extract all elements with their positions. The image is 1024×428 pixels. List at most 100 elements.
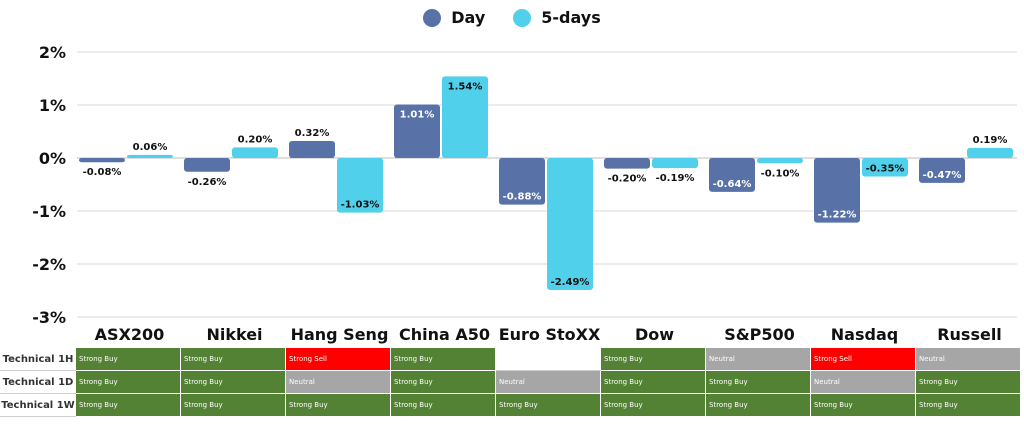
legend-swatch-5days <box>513 8 532 27</box>
technical-signal-cell: Strong Buy <box>390 393 496 417</box>
y-tick-label: 1% <box>39 96 66 115</box>
bar-day <box>184 158 230 172</box>
technical-signal-cell: Strong Buy <box>75 393 181 417</box>
data-label-bg <box>399 107 435 121</box>
chart-legend: Day 5-days <box>0 8 1024 27</box>
bar-5days <box>757 158 803 164</box>
category-label: Euro StoXX <box>499 325 601 344</box>
technical-signal-cell: Neutral <box>810 370 916 394</box>
technical-row-label: Technical 1D <box>0 370 76 394</box>
technical-signal-cell <box>495 347 601 371</box>
bar-day <box>289 141 335 158</box>
data-label-bg <box>920 167 964 181</box>
data-label: -1.03% <box>341 200 380 211</box>
legend-swatch-day <box>423 8 442 27</box>
bar-5days <box>442 76 488 158</box>
technical-signal-cell: Strong Buy <box>705 393 811 417</box>
data-label-bg <box>863 161 907 175</box>
technical-signal-cell: Strong Buy <box>495 393 601 417</box>
data-label-bg <box>185 174 229 188</box>
technical-signal-cell: Strong Sell <box>810 347 916 371</box>
data-label: -0.19% <box>656 173 695 184</box>
bar-5days <box>127 154 173 158</box>
y-tick-label: -1% <box>32 202 66 221</box>
technical-signal-cell: Strong Buy <box>75 370 181 394</box>
legend-label-day: Day <box>451 8 486 27</box>
technical-signal-cell: Neutral <box>915 347 1021 371</box>
category-label: Dow <box>635 325 674 344</box>
technical-signal-cell: Strong Buy <box>705 370 811 394</box>
bar-day <box>814 158 860 223</box>
data-label: 0.19% <box>973 135 1008 146</box>
technical-signal-cell: Neutral <box>495 370 601 394</box>
data-label-bg <box>548 274 592 288</box>
data-label: 1.54% <box>448 81 483 92</box>
y-tick-label: 2% <box>39 43 66 62</box>
data-label: 0.06% <box>133 142 168 153</box>
technical-row-label: Technical 1W <box>0 393 76 417</box>
category-label: ASX200 <box>95 325 165 344</box>
bar-5days <box>547 158 593 290</box>
technical-signal-cell: Strong Buy <box>285 393 391 417</box>
data-label-bg <box>710 176 754 190</box>
technical-signal-cell: Strong Buy <box>600 347 706 371</box>
technical-signal-cell: Strong Buy <box>810 393 916 417</box>
data-label: 0.20% <box>238 134 273 145</box>
data-label-bg <box>132 139 168 153</box>
bar-day <box>79 158 125 163</box>
data-label: 1.01% <box>400 109 435 120</box>
data-label: -0.20% <box>608 174 647 185</box>
data-label: -0.10% <box>761 168 800 179</box>
y-tick-label: -3% <box>32 308 66 327</box>
technical-signal-cell: Strong Buy <box>390 347 496 371</box>
data-label-bg <box>80 165 124 179</box>
technical-signal-cell: Strong Buy <box>180 393 286 417</box>
data-label: -1.22% <box>818 210 857 221</box>
data-label: -0.64% <box>713 179 752 190</box>
bar-5days <box>967 147 1013 158</box>
data-label-bg <box>815 207 859 221</box>
y-tick-label: -2% <box>32 255 66 274</box>
technical-signal-cell: Strong Buy <box>390 370 496 394</box>
data-label-bg <box>294 126 330 140</box>
data-label: -0.08% <box>83 167 122 178</box>
index-bar-chart: 2% 1% 0% -1% -2% -3% -0.08% 0.06% ASX200 -0.26% 0.… <box>32 43 1017 344</box>
data-label: -0.26% <box>188 177 227 188</box>
technical-signals-table: Technical 1H Strong Buy Strong Buy Strong S… <box>0 347 1021 417</box>
technical-row: Technical 1D Strong Buy Strong Buy Neutral S… <box>0 370 1021 394</box>
category-label: Hang Seng <box>291 325 389 344</box>
data-label: -0.47% <box>923 170 962 181</box>
data-label: -0.88% <box>503 192 542 203</box>
technical-row: Technical 1W Strong Buy Strong Buy Strong B… <box>0 393 1021 417</box>
data-label: -2.49% <box>551 277 590 288</box>
data-label-bg <box>972 132 1008 146</box>
category-label: Nasdaq <box>831 325 898 344</box>
bar-5days <box>232 147 278 158</box>
bar-day <box>604 158 650 169</box>
technical-signal-cell: Neutral <box>285 370 391 394</box>
category-label: Nikkei <box>206 325 262 344</box>
data-label-bg <box>447 79 483 93</box>
technical-row-label: Technical 1H <box>0 347 76 371</box>
category-label: Russell <box>937 325 1002 344</box>
technical-signal-cell: Strong Buy <box>600 370 706 394</box>
technical-signal-cell: Strong Sell <box>285 347 391 371</box>
data-label-bg <box>653 171 697 185</box>
technical-row: Technical 1H Strong Buy Strong Buy Strong S… <box>0 347 1021 371</box>
data-label-bg <box>605 171 649 185</box>
data-label: -0.35% <box>866 164 905 175</box>
technical-signal-cell: Strong Buy <box>915 370 1021 394</box>
technical-signal-cell: Neutral <box>705 347 811 371</box>
bar-5days <box>652 158 698 169</box>
data-label-bg <box>338 197 382 211</box>
legend-item-5days: 5-days <box>513 8 601 27</box>
category-label: S&P500 <box>724 325 795 344</box>
technical-signal-cell: Strong Buy <box>915 393 1021 417</box>
data-label: 0.32% <box>295 128 330 139</box>
y-tick-label: 0% <box>39 149 66 168</box>
technical-signal-cell: Strong Buy <box>180 370 286 394</box>
technical-signal-cell: Strong Buy <box>600 393 706 417</box>
technical-signal-cell: Strong Buy <box>75 347 181 371</box>
data-label-bg <box>758 166 802 180</box>
data-label-bg <box>237 132 273 146</box>
